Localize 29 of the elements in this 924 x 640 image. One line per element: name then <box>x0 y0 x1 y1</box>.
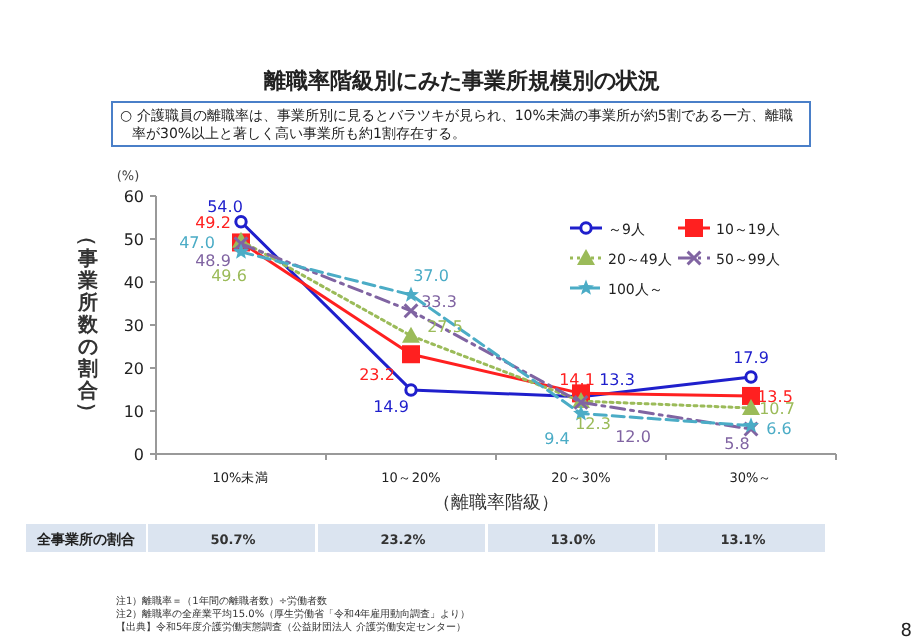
data-label: 54.0 <box>207 197 243 216</box>
data-label: 49.6 <box>211 266 247 285</box>
x-axis-title: （離職率階級） <box>433 492 559 514</box>
data-label: 6.6 <box>766 419 792 438</box>
y-tick-label: 0 <box>133 446 144 464</box>
y-tick-label: 20 <box>123 360 144 378</box>
data-label: 23.2 <box>359 366 395 385</box>
y-tick-label: 30 <box>123 317 144 335</box>
data-label: 14.1 <box>559 371 595 390</box>
data-label: 47.0 <box>179 233 215 252</box>
data-label: 10.7 <box>759 399 795 418</box>
text: （事業所数の割合） <box>75 226 98 422</box>
y-tick-label: 60 <box>123 188 144 206</box>
y-tick-label: 10 <box>123 403 144 421</box>
chart-title: 離職率階級別にみた事業所規模別の状況 <box>262 68 660 94</box>
y-tick-label: 40 <box>123 274 144 292</box>
data-label: 49.2 <box>195 214 231 233</box>
data-label: 12.0 <box>615 428 651 447</box>
data-label: 48.9 <box>195 251 231 270</box>
data-label: 9.4 <box>544 429 570 448</box>
data-label: 14.9 <box>373 397 409 416</box>
data-label: 37.0 <box>413 266 449 285</box>
data-label: 5.8 <box>724 435 750 454</box>
data-label: 33.3 <box>421 292 457 311</box>
y-tick-label: 50 <box>123 231 144 249</box>
data-label: 13.3 <box>599 370 635 389</box>
data-label: 17.9 <box>733 349 769 368</box>
data-label: 12.3 <box>575 415 611 434</box>
text: 8 <box>900 622 913 640</box>
